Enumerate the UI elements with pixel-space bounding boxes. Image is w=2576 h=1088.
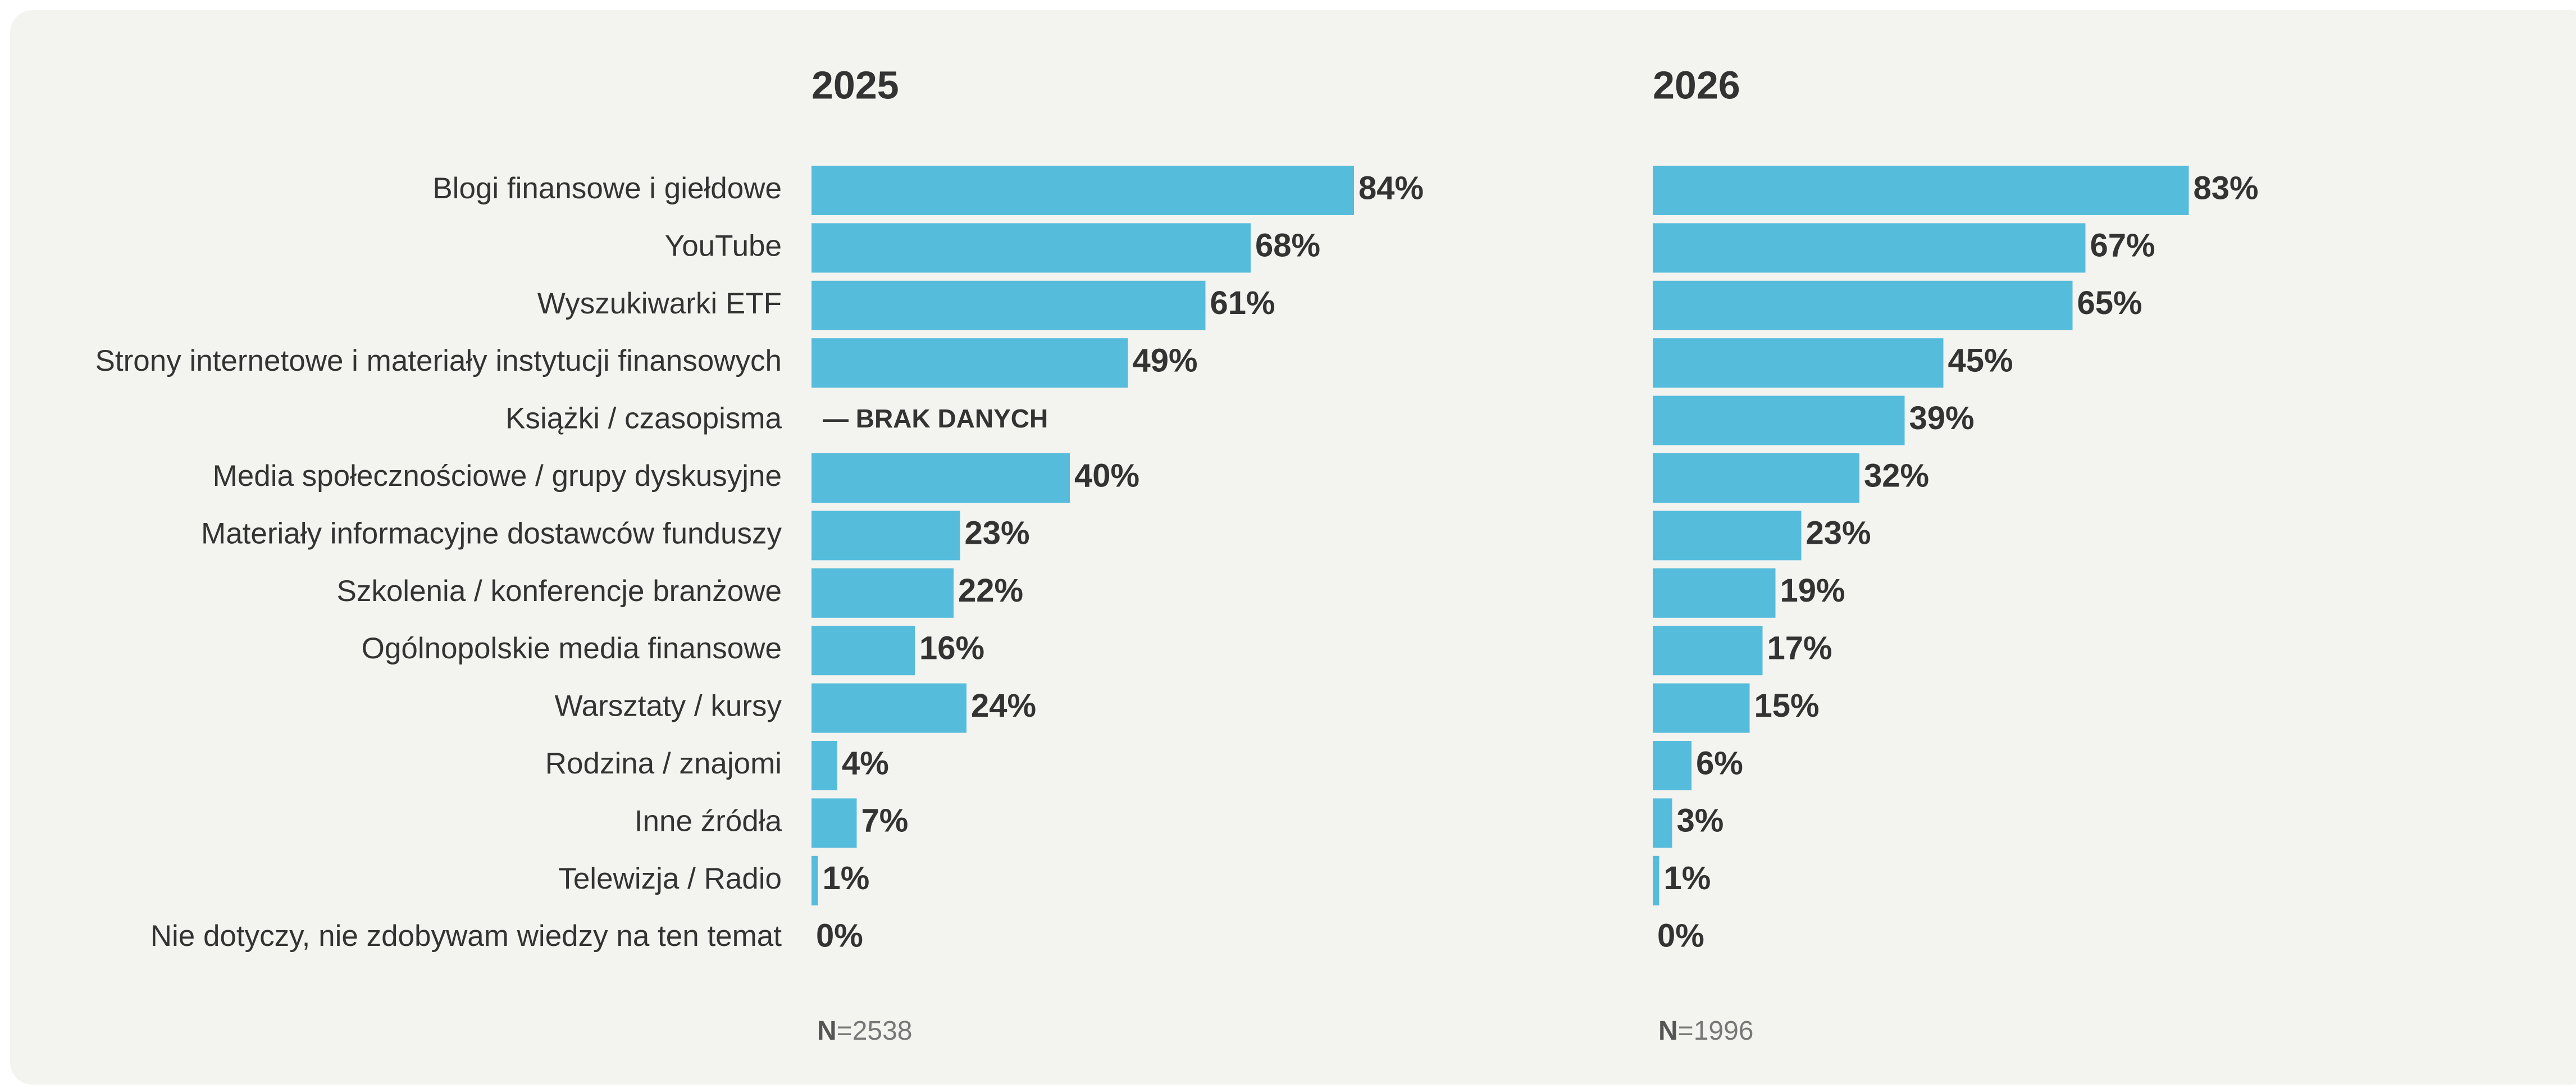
category-label: Media społecznościowe / grupy dyskusyjne — [213, 459, 782, 493]
value-label: 4% — [842, 745, 889, 781]
category-label: Szkolenia / konferencje branżowe — [336, 575, 782, 608]
value-label: 1% — [1664, 860, 1711, 896]
value-label: 49% — [1133, 343, 1198, 379]
value-label: 83% — [2194, 170, 2259, 206]
bar — [1653, 626, 1763, 676]
value-label: 24% — [971, 688, 1036, 724]
bar — [1653, 568, 1776, 618]
bar — [811, 223, 1251, 273]
bar — [811, 741, 837, 790]
sample-prefix: N — [1658, 1016, 1678, 1046]
bar — [811, 280, 1206, 330]
value-label: 23% — [965, 515, 1030, 552]
value-label: 6% — [1696, 745, 1743, 781]
bar — [1653, 280, 2073, 330]
value-label: 1% — [823, 860, 870, 896]
value-label: 23% — [1806, 515, 1871, 552]
sample-note: N=1996 — [1658, 1016, 1753, 1046]
bar — [811, 683, 966, 733]
value-label: 19% — [1780, 572, 1845, 609]
category-label: Blogi finansowe i giełdowe — [432, 172, 782, 205]
bar — [811, 453, 1070, 503]
bar — [1653, 338, 1944, 388]
value-label: 84% — [1358, 170, 1424, 206]
bar — [811, 568, 954, 618]
value-label: 40% — [1074, 457, 1139, 494]
chart-title: 2026 — [1653, 63, 1740, 107]
category-label: Inne źródła — [635, 804, 782, 837]
value-label: 39% — [1909, 400, 1975, 436]
sample-prefix: N — [817, 1016, 837, 1046]
bar — [1653, 453, 1859, 503]
value-label: 32% — [1864, 457, 1929, 494]
value-label: 67% — [2090, 227, 2155, 264]
bar — [1653, 395, 1905, 445]
bar — [811, 511, 960, 561]
sample-size: =2538 — [837, 1016, 913, 1046]
value-label: 65% — [2077, 285, 2142, 321]
value-label: 7% — [861, 803, 909, 839]
value-label: 68% — [1255, 227, 1320, 264]
category-label: Rodzina / znajomi — [545, 747, 782, 780]
category-label: Strony internetowe i materiały instytucj… — [95, 344, 782, 377]
bar — [1653, 683, 1750, 733]
value-label: 22% — [958, 572, 1023, 609]
sample-size: =1996 — [1678, 1016, 1754, 1046]
bar — [1653, 223, 2086, 273]
category-label: Książki / czasopisma — [505, 402, 782, 435]
chart-title: 2025 — [811, 63, 899, 107]
panel — [10, 10, 2576, 1085]
category-label: Materiały informacyjne dostawców fundusz… — [201, 517, 782, 550]
bar — [811, 798, 857, 848]
value-label: 16% — [919, 630, 984, 667]
category-label: Nie dotyczy, nie zdobywam wiedzy na ten … — [151, 919, 782, 953]
value-label: 0% — [816, 918, 863, 954]
category-label: Wyszukiwarki ETF — [537, 287, 782, 320]
value-label: 3% — [1677, 803, 1724, 839]
category-label: Telewizja / Radio — [558, 862, 782, 895]
category-label: Ogólnopolskie media finansowe — [362, 632, 782, 665]
category-label: Warsztaty / kursy — [555, 690, 782, 723]
value-label: — BRAK DANYCH — [823, 404, 1048, 433]
value-label: 15% — [1754, 688, 1820, 724]
value-label: 17% — [1767, 630, 1832, 667]
bar — [1653, 741, 1692, 790]
category-label: YouTube — [665, 229, 782, 262]
bar — [811, 338, 1128, 388]
bar — [1653, 511, 1802, 561]
bar — [811, 166, 1354, 215]
bar — [811, 626, 915, 676]
bar — [1653, 855, 1659, 905]
sample-note: N=2538 — [817, 1016, 912, 1046]
bar — [811, 855, 818, 905]
value-label: 45% — [1948, 343, 2013, 379]
value-label: 0% — [1657, 918, 1704, 954]
value-label: 61% — [1210, 285, 1275, 321]
bar — [1653, 798, 1672, 848]
bar — [1653, 166, 2189, 215]
